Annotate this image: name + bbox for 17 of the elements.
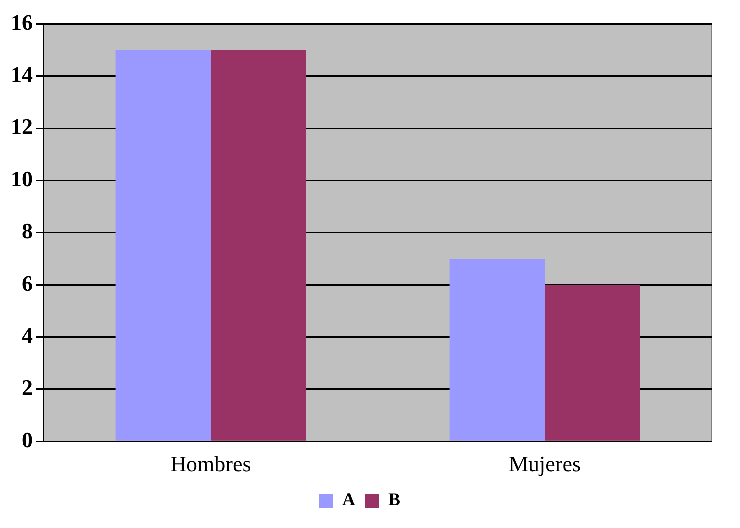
bar: [116, 50, 211, 441]
bar: [545, 285, 640, 441]
y-tick-label: 16: [11, 10, 33, 35]
y-tick-label: 4: [22, 322, 33, 348]
y-tick-label: 0: [22, 427, 33, 452]
y-tick-label: 8: [22, 218, 33, 244]
x-tick-label: Hombres: [170, 452, 252, 477]
y-tick-label: 10: [11, 166, 33, 192]
y-tick-label: 12: [11, 114, 33, 140]
bar: [211, 50, 306, 441]
y-tick-label: 14: [11, 62, 33, 88]
legend-label: B: [388, 490, 401, 510]
x-tick-label: Mujeres: [508, 452, 582, 477]
y-tick-label: 6: [22, 270, 33, 296]
y-tick-label: 2: [22, 375, 33, 400]
legend-label: A: [342, 490, 356, 510]
bar: [450, 258, 545, 441]
